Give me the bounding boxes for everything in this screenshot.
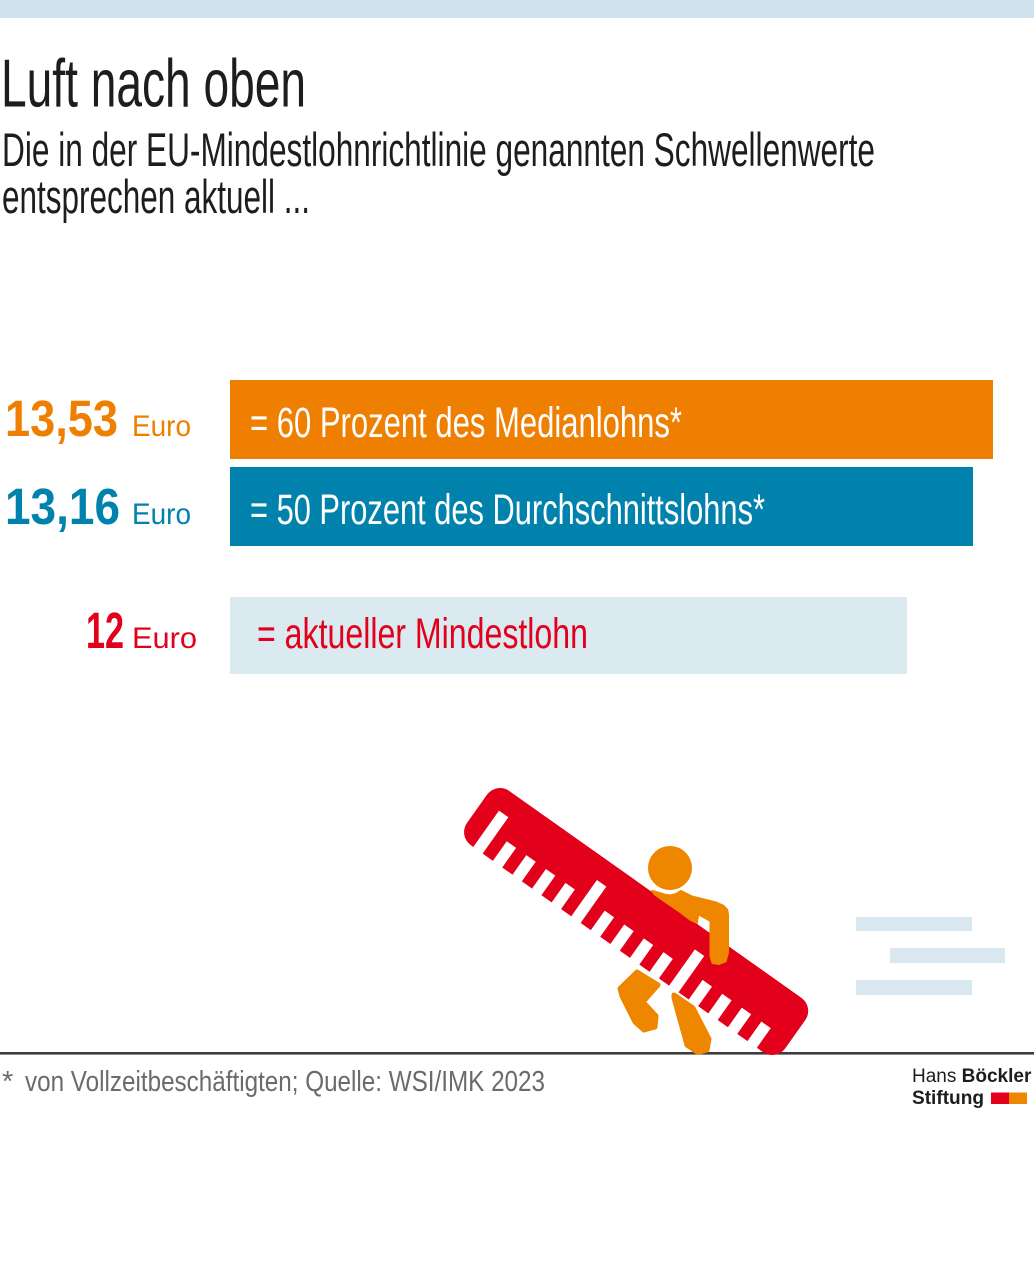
svg-text:Die in der EU-Mindestlohnricht: Die in der EU-Mindestlohnrichtlinie gena… <box>2 123 875 176</box>
svg-text:*: * <box>2 1066 13 1098</box>
svg-text:13,53: 13,53 <box>5 390 118 447</box>
svg-text:Euro: Euro <box>132 410 191 443</box>
svg-text:Euro: Euro <box>132 622 197 655</box>
svg-text:von Vollzeitbeschäftigten; Que: von Vollzeitbeschäftigten; Quelle: WSI/I… <box>25 1066 545 1098</box>
svg-text:Euro: Euro <box>132 498 191 531</box>
svg-text:Stiftung: Stiftung <box>912 1088 984 1109</box>
svg-text:= aktueller Mindestlohn: = aktueller Mindestlohn <box>257 610 588 658</box>
svg-text:= 50 Prozent des Durchschnitts: = 50 Prozent des Durchschnittslohns* <box>250 486 765 534</box>
svg-text:Hans Böckler: Hans Böckler <box>912 1066 1032 1087</box>
svg-text:13,16: 13,16 <box>5 478 120 535</box>
svg-text:Luft nach oben: Luft nach oben <box>1 47 306 122</box>
svg-text:= 60 Prozent des Medianlohns*: = 60 Prozent des Medianlohns* <box>250 399 682 447</box>
svg-text:12: 12 <box>86 602 124 659</box>
svg-text:entsprechen aktuell ...: entsprechen aktuell ... <box>2 170 310 223</box>
